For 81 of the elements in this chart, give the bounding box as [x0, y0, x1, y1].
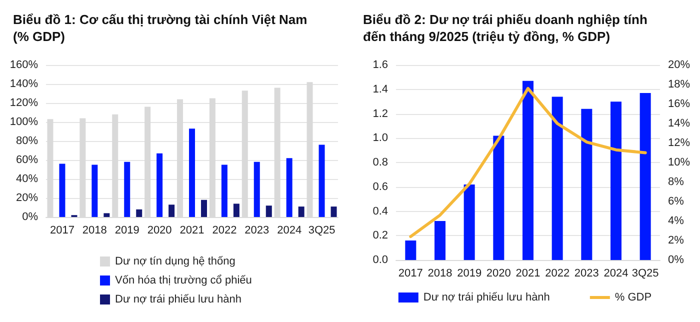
- y-tick-label: 0.2: [372, 230, 388, 242]
- x-tick-label: 2020: [147, 224, 172, 236]
- bar: [610, 102, 622, 260]
- y2-tick-label: 20%: [668, 59, 690, 71]
- bar: [233, 204, 240, 217]
- y-tick-label: 0.4: [372, 205, 388, 218]
- bar: [405, 240, 416, 260]
- bar: [104, 213, 110, 217]
- y-tick-label: 80%: [16, 135, 38, 147]
- y2-tick-label: 8%: [668, 176, 684, 188]
- chart-title: Biểu đồ 2: Dư nợ trái phiếu doanh nghiệp tính đến tháng 9/2025 (triệu tỷ đồng, % GDP): [363, 12, 648, 44]
- legend-label: Dư nợ tín dụng hệ thống: [115, 256, 236, 268]
- x-tick-label: 2019: [457, 268, 482, 280]
- y-tick-label: 1.0: [372, 132, 388, 144]
- bar: [221, 164, 228, 217]
- bar: [189, 128, 195, 217]
- y-tick-label: 1.4: [372, 83, 388, 96]
- legend-label: % GDP: [614, 292, 652, 304]
- bar: [581, 108, 592, 260]
- x-tick-label: 3Q25: [632, 268, 659, 280]
- bar: [254, 162, 260, 217]
- y-tick-label: 1.6: [372, 59, 388, 71]
- y2-tick-label: 6%: [668, 196, 684, 208]
- bar: [156, 153, 163, 217]
- x-tick-label: 2018: [82, 224, 107, 236]
- bar: [266, 206, 272, 217]
- bar: [464, 184, 475, 260]
- x-tick-label: 2017: [50, 224, 74, 236]
- y-tick-label: 60%: [16, 154, 38, 166]
- bar: [522, 80, 534, 260]
- y-tick-label: 140%: [10, 78, 38, 90]
- bar: [168, 204, 175, 217]
- x-tick-label: 2024: [277, 224, 302, 236]
- bar: [434, 221, 446, 260]
- legend-label: Dư nợ trái phiếu lưu hành: [115, 294, 242, 306]
- x-tick-label: 2017: [398, 268, 423, 280]
- bar: [59, 164, 66, 217]
- y-tick-label: 0.6: [372, 180, 388, 193]
- y-tick-label: 0.0: [372, 254, 388, 266]
- y-tick-label: 120%: [10, 97, 38, 109]
- bar: [330, 206, 337, 217]
- y-tick-label: 40%: [16, 173, 38, 185]
- bar: [318, 144, 325, 217]
- bar: [136, 209, 142, 217]
- bar: [493, 136, 504, 260]
- bar: [640, 93, 651, 260]
- y-tick-label: 0%: [22, 211, 38, 223]
- x-tick-label: 2023: [244, 224, 270, 236]
- y-tick-label: 0.8: [372, 156, 388, 168]
- y2-tick-label: 16%: [668, 98, 690, 110]
- y2-tick-label: 2%: [668, 234, 684, 246]
- x-tick-label: 3Q25: [308, 224, 336, 236]
- bar: [298, 206, 304, 217]
- y-tick-label: 160%: [10, 59, 38, 71]
- bar: [286, 158, 292, 217]
- x-tick-label: 2020: [486, 268, 511, 280]
- line-series: [409, 86, 647, 238]
- x-tick-label: 2019: [114, 224, 140, 236]
- y2-tick-label: 0%: [668, 254, 684, 266]
- bar: [92, 164, 98, 217]
- x-tick-label: 2022: [212, 224, 237, 236]
- legend-label: Dư nợ trái phiếu lưu hành: [423, 292, 550, 304]
- y2-tick-label: 12%: [668, 137, 690, 149]
- legend-label: Vốn hóa thị trường cổ phiếu: [115, 274, 252, 286]
- x-tick-label: 2021: [180, 224, 204, 236]
- bar: [552, 96, 563, 260]
- y2-tick-label: 4%: [668, 215, 684, 227]
- x-tick-label: 2022: [545, 268, 570, 280]
- bar: [201, 200, 207, 217]
- x-tick-label: 2023: [574, 268, 599, 280]
- x-tick-label: 2021: [516, 268, 540, 280]
- chart-title: Biểu đồ 1: Cơ cấu thị trường tài chính Việt Nam (% GDP): [13, 12, 308, 44]
- x-tick-label: 2018: [428, 268, 452, 280]
- bar: [124, 162, 130, 217]
- y2-tick-label: 14%: [668, 118, 690, 130]
- y-tick-label: 100%: [10, 116, 38, 128]
- y2-tick-label: 10%: [668, 156, 690, 168]
- y-tick-label: 1.2: [372, 108, 388, 120]
- y2-tick-label: 18%: [668, 78, 690, 90]
- x-tick-label: 2024: [604, 268, 628, 280]
- y-tick-label: 20%: [16, 192, 38, 204]
